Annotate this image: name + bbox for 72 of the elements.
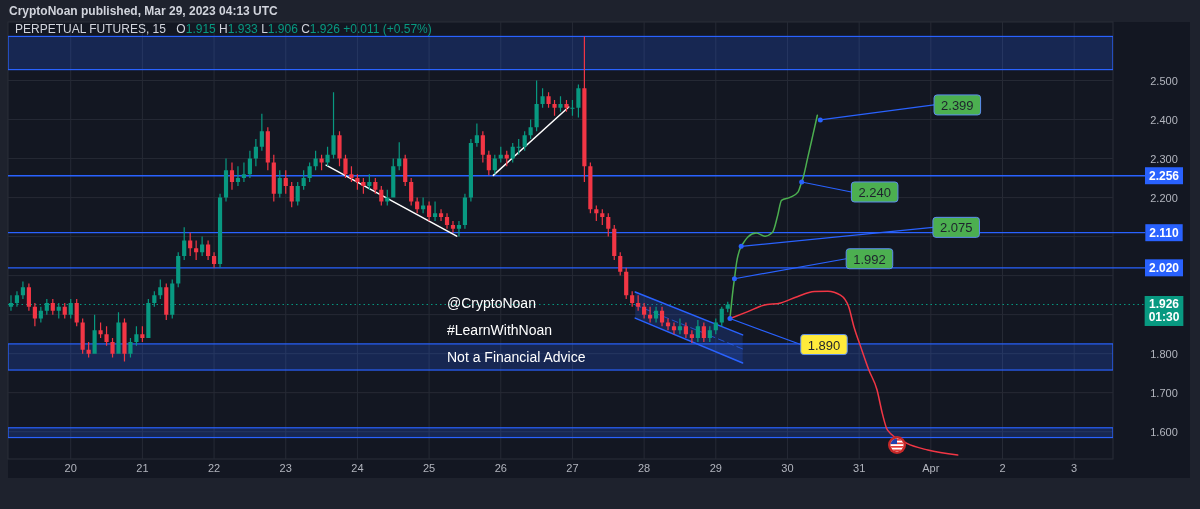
annotation: 2.399 [941,97,974,113]
candlestick [683,322,689,339]
candlestick [122,318,127,362]
candlestick [653,306,659,323]
annotation: 2.075 [939,219,973,235]
candlestick [110,338,115,358]
candlestick [558,96,563,112]
candlestick [576,84,581,118]
y-tick-label: 1.700 [1150,386,1178,399]
x-tick-label: 24 [351,462,364,474]
candlestick [349,166,354,182]
candlestick [337,131,342,167]
candlestick [128,338,133,358]
candlestick [552,100,557,116]
candlestick [671,322,677,335]
line-series [729,290,959,456]
candlestick [677,318,683,335]
candlestick [211,252,217,268]
candlestick [235,166,241,186]
annotation: 1.992 [853,251,886,267]
candlestick [564,100,569,112]
annotation: @CryptoNoan [447,295,536,311]
ref-line-label: 2.110 [1149,225,1180,240]
y-tick-label: 2.400 [1150,113,1178,126]
chart-subtitle: O1.915 H1.933 L1.906 C1.926 +0.011 (+0.57%) [176,22,432,36]
y-tick-label: 1.600 [1150,425,1178,438]
candlestick [450,220,456,233]
x-tick-label: 29 [709,462,722,474]
x-tick-label: 23 [279,462,292,474]
candlestick [546,92,551,108]
candlestick [98,322,103,339]
annotation: 2.240 [858,184,891,200]
text: CryptoNoan published, Mar 29, 2023 04:13 UTC [9,4,279,18]
y-tick-label: 1.800 [1150,347,1178,360]
x-tick-label: 31 [853,462,866,474]
x-tick-label: 30 [781,462,794,474]
y-tick-label: 2.300 [1150,152,1178,165]
candlestick [134,326,139,346]
ref-line-label: 2.256 [1148,168,1180,183]
x-tick-label: 2 [999,462,1006,474]
annotation: 1.890 [807,337,841,353]
x-tick-label: 20 [64,462,77,474]
x-tick-label: 27 [566,462,579,474]
ref-line-label: 2.020 [1148,260,1180,275]
candlestick [438,209,444,221]
x-tick-label: 25 [422,462,436,474]
y-tick-label: 2.200 [1150,191,1178,204]
ref-line-label: 1.926 01:30 [1148,297,1180,325]
x-tick-label: 26 [494,462,507,474]
candlestick [689,330,694,344]
candlestick [444,213,450,229]
annotation: Not a Financial Advice [447,349,586,365]
candlestick [456,220,462,237]
candlestick [104,326,109,346]
x-tick-label: 3 [1071,462,1078,474]
candlestick [241,162,247,182]
candlestick [116,312,121,354]
candlestick [665,318,671,331]
x-tick-label: 22 [207,462,221,474]
candlestick [20,281,26,300]
x-tick-label: 28 [638,462,651,474]
candlestick [229,162,235,190]
chart-title: PERPETUAL FUTURES, 15 [15,22,167,36]
candlestick [432,201,438,221]
candlestick [355,174,360,190]
y-tick-label: 2.500 [1150,74,1178,87]
candlestick [540,88,545,108]
candlestick [648,306,653,323]
candlestick [331,92,336,159]
annotation: #LearnWithNoan [447,322,553,338]
x-tick-label: Apr [922,462,940,474]
x-tick-label: 21 [136,462,149,474]
